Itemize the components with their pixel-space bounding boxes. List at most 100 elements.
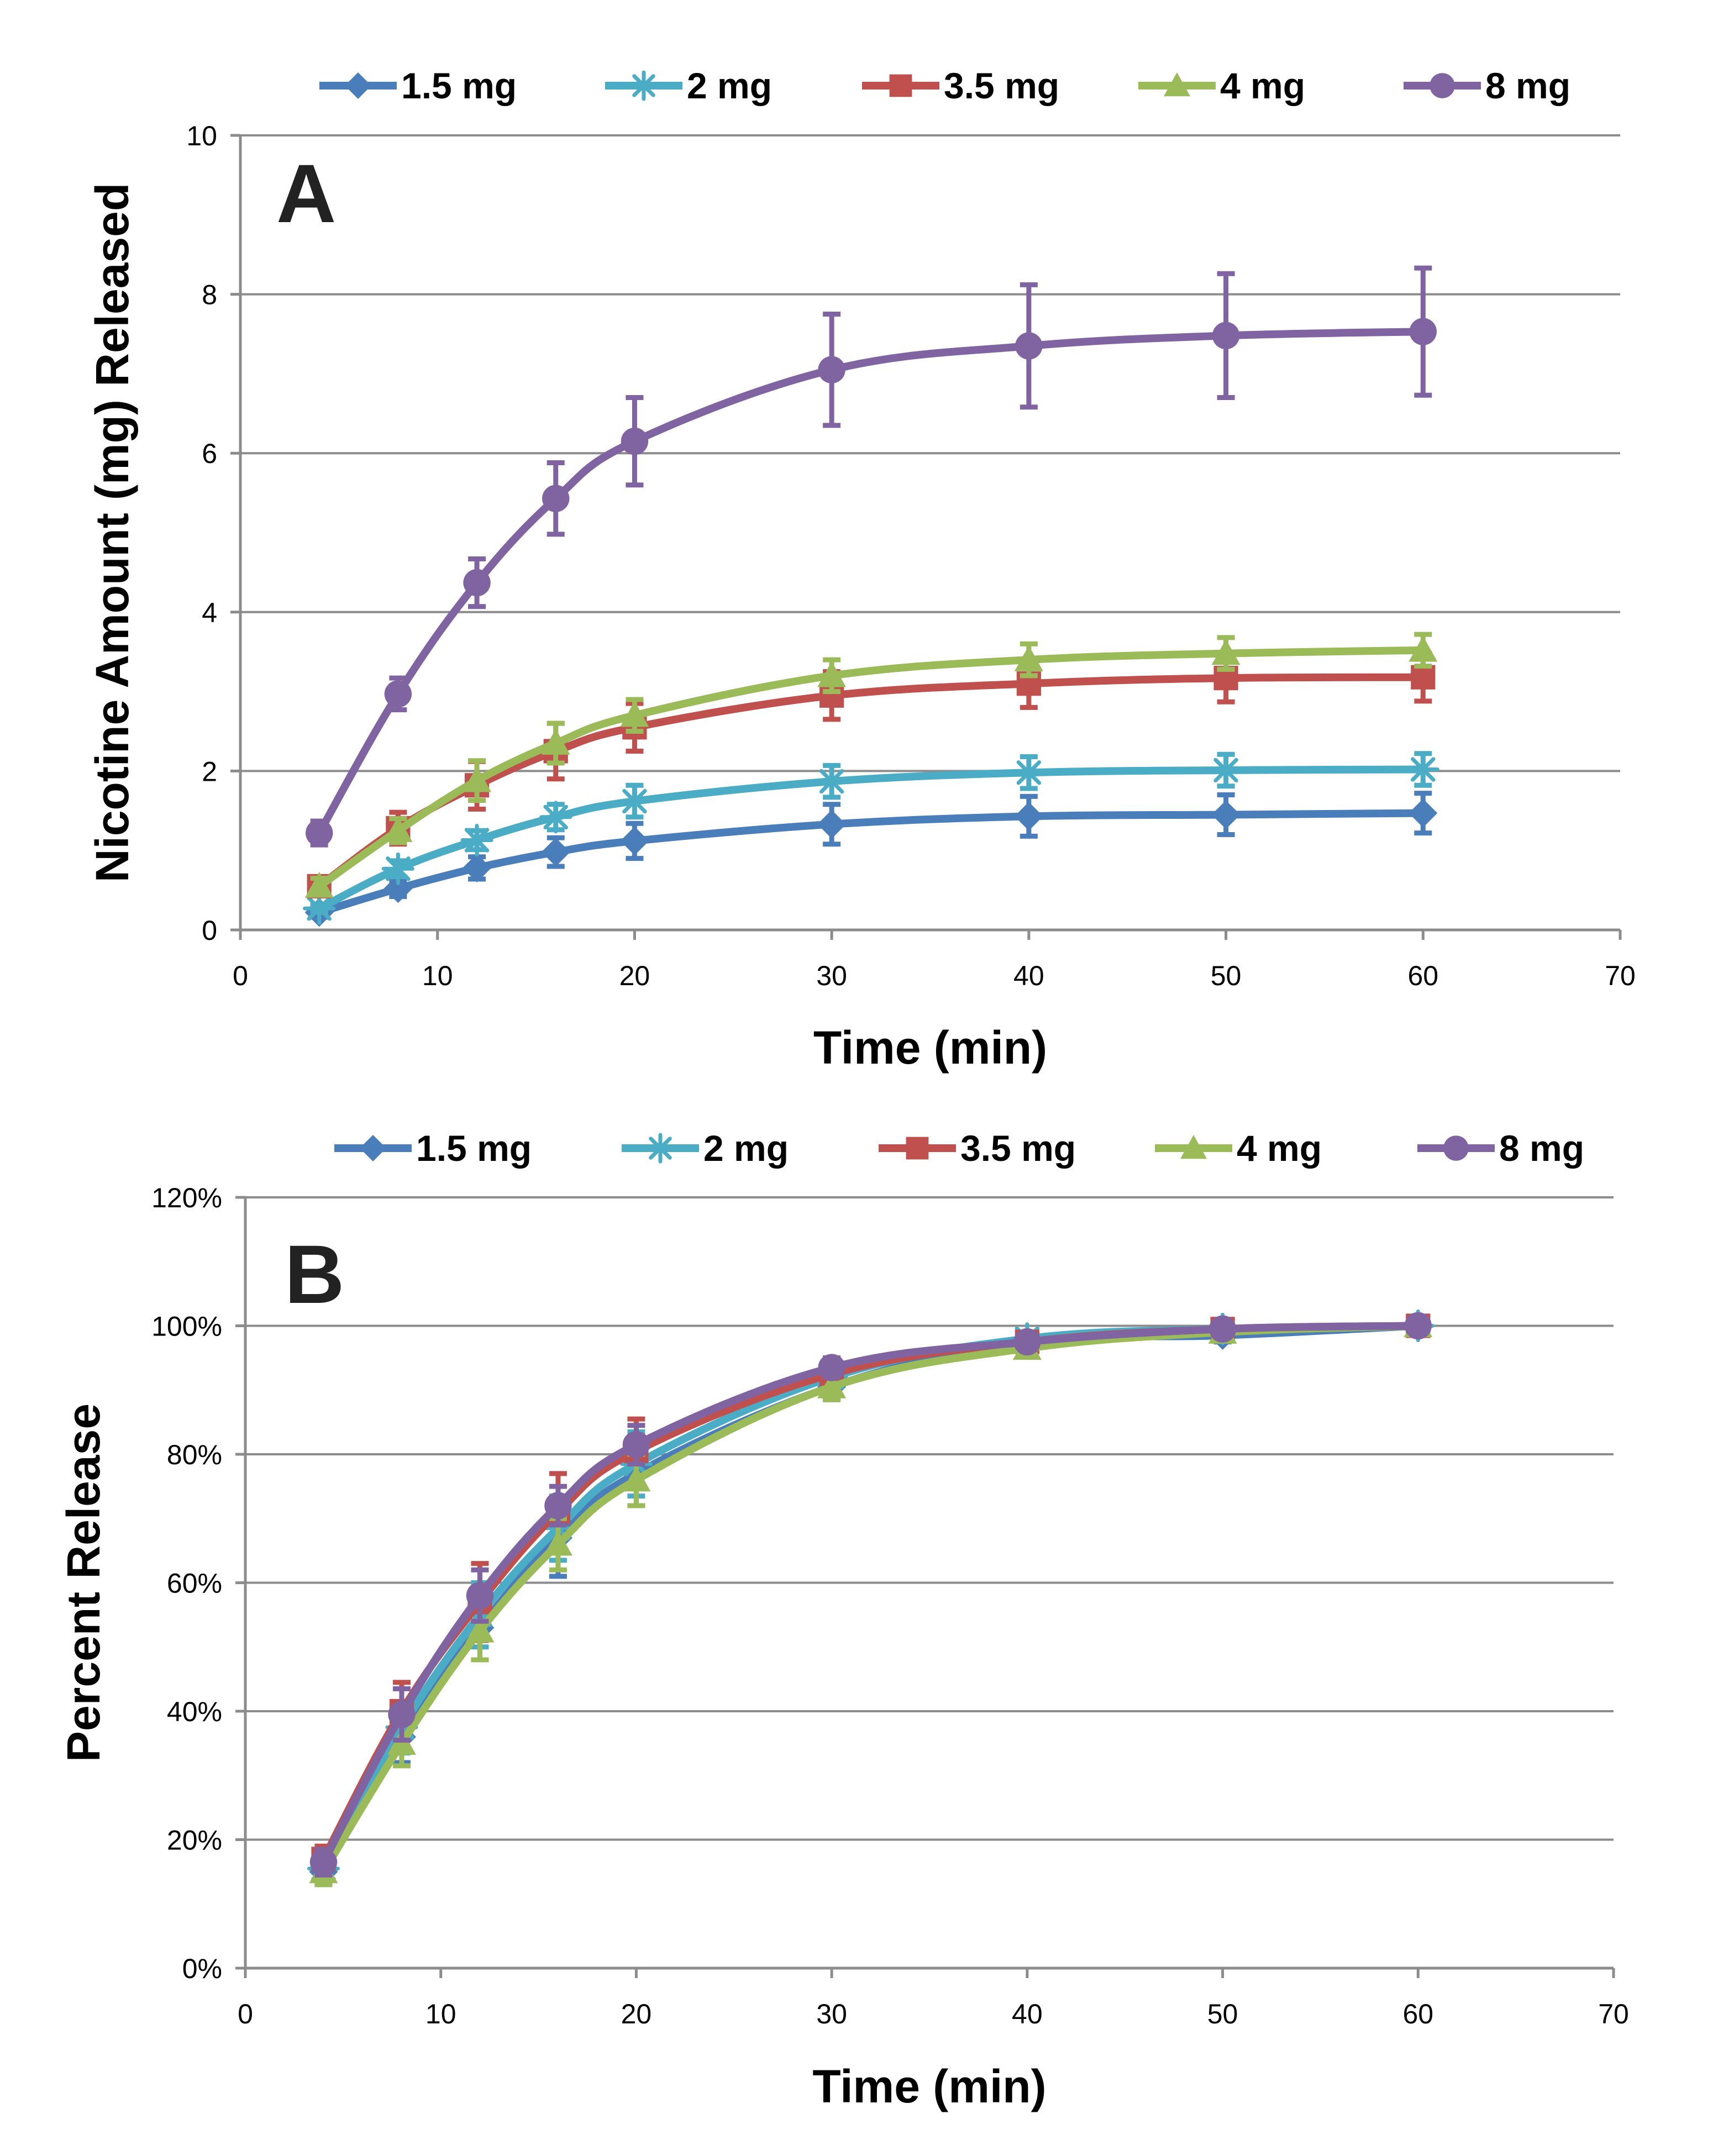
panel-b-legend-item: 4 mg [1155,1128,1322,1169]
panel-b-x-tick-label: 70 [1598,1999,1629,2029]
panel-a-data-point [818,356,845,383]
panel-a-data-point [541,838,570,867]
panel-a-x-tick-label: 70 [1605,960,1636,991]
panel-a-data-point [815,765,848,798]
panel-a-y-tick-label: 2 [202,756,217,787]
panel-b-legend-label: 4 mg [1237,1128,1322,1169]
panel-b-y-tick-label: 0% [182,1953,222,1984]
panel-b-x-tick-label: 20 [621,1999,652,2029]
panel-b-y-tick-label: 120% [151,1182,222,1213]
panel-a-data-point [1406,753,1439,786]
panel-b-data-point [1208,1315,1237,1343]
panel-b-legend-marker [360,1135,386,1161]
panel-a-series-4-mg [304,632,1438,898]
panel-a-series-line [315,328,1427,837]
panel-b-y-tick-label: 20% [167,1825,222,1856]
panel-a-series-8-mg [305,265,1437,848]
panel-a-series-line [315,765,1427,913]
panel-a-legend-marker [889,74,912,97]
panel-a-data-point [381,852,414,885]
panel-b-x-tick-label: 0 [238,1999,253,2029]
panel-b-legend-label: 8 mg [1499,1128,1584,1169]
panel-b-data-point [622,1431,650,1459]
panel-a-x-tick-label: 30 [816,960,847,991]
panel-b-legend-label: 1.5 mg [416,1128,532,1169]
panel-b-series-line [319,1322,1422,1866]
panel-b-data-point [388,1701,416,1728]
panel-b-data-point [817,1372,847,1398]
panel-a-data-point [463,853,492,882]
panel-a-legend-item: 2 mg [605,65,772,106]
panel-b-y-tick-label: 60% [167,1568,222,1599]
panel-b-legend-item: 8 mg [1417,1128,1584,1169]
panel-b-y-axis-title: Percent Release [57,1403,109,1762]
panel-a-legend-label: 4 mg [1220,65,1305,106]
panel-a-legend-marker [628,70,659,101]
panel-a-data-point [541,729,570,755]
panel-b-legend-marker [645,1133,676,1164]
panel-b-y-tick-label: 100% [151,1311,222,1342]
panel-a-x-axis-title: Time (min) [813,1022,1047,1074]
panel-b-x-tick-label: 60 [1402,1999,1433,2029]
panel-a-data-point [383,816,413,843]
panel-a-legend-marker [1430,73,1455,98]
panel-b-y-tick-label: 80% [167,1439,222,1470]
panel-b-legend-label: 2 mg [703,1128,789,1169]
panel-a-data-point [1210,754,1243,787]
panel-a-y-tick-label: 10 [186,120,217,151]
panel-a-data-point [1012,756,1045,789]
panel-a-data-point [1211,639,1241,665]
panel-b-legend: 1.5 mg 2 mg 3.5 mg 4 mg 8 mg [334,1128,1584,1169]
panel-a-y-axis-title: Nicotine Amount (mg) Released [86,183,138,882]
panel-a-y-tick-label: 0 [202,915,217,946]
panel-a-data-point [303,892,336,925]
panel-a-data-point [383,874,413,903]
panel-a-y-tick-label: 8 [202,280,217,311]
panel-a-data-point [1409,798,1438,828]
panel-a-data-point [305,819,333,847]
panel-a-y-tick-label: 6 [202,438,217,469]
panel-b-data-point [466,1582,494,1610]
panel-b-data-point [1013,1328,1041,1356]
panel-b-data-point [1404,1312,1432,1340]
panel-a-data-point [817,809,847,839]
panel-b-data-point [543,1529,572,1556]
panel-a-data-point [1212,322,1240,350]
panel-b-data-point [309,1848,338,1876]
panel-a-legend-item: 3.5 mg [862,65,1059,106]
panel-a-data-point [1014,645,1043,671]
panel-a-data-point [460,824,493,857]
panel-b-percent-release-chart: 0% 20% 40% 60% 80% 100% 120% 0 10 20 30 40 50 60 70 Tim… [57,1128,1629,2112]
panel-a-legend-label: 2 mg [687,65,772,106]
panel-b-legend-marker [906,1137,929,1160]
panel-a-x-tick-label: 60 [1407,960,1438,991]
panel-a-x-tick-label: 50 [1211,960,1242,991]
panel-a-data-point [817,661,847,687]
panel-b-data-point [465,1616,495,1643]
panel-b-x-axis-title: Time (min) [812,2060,1046,2112]
panel-b-series-8-mg [309,1312,1432,1878]
panel-a-x-tick-label: 20 [619,960,650,991]
panel-a-legend-label: 8 mg [1485,65,1570,106]
panel-a-data-point [1411,665,1436,690]
panel-b-data-point [818,1354,845,1381]
panel-a-data-point [1015,332,1043,360]
panel-a-legend: 1.5 mg 2 mg 3.5 mg 4 mg 8 mg [319,65,1570,106]
panel-a-data-point [539,801,572,834]
panel-b-y-tick-label: 40% [167,1696,222,1727]
panel-a-panel-label: A [276,147,336,240]
panel-a-series-line [315,809,1427,917]
panel-a-legend-marker [345,72,371,99]
panel-b-data-point [544,1492,572,1519]
panel-a-data-point [1409,635,1438,662]
panel-a-y-tick-label: 4 [202,597,217,628]
panel-a-data-point [384,680,412,708]
panel-a-legend-item: 4 mg [1138,65,1305,106]
panel-a-data-point [463,569,491,597]
panel-a-data-point [1409,318,1437,345]
panel-a-legend-label: 1.5 mg [401,65,517,106]
panel-a-data-point [621,427,649,455]
panel-a-data-point [620,701,649,727]
panel-a-data-point [1211,800,1241,829]
panel-b-data-point [622,1465,651,1492]
